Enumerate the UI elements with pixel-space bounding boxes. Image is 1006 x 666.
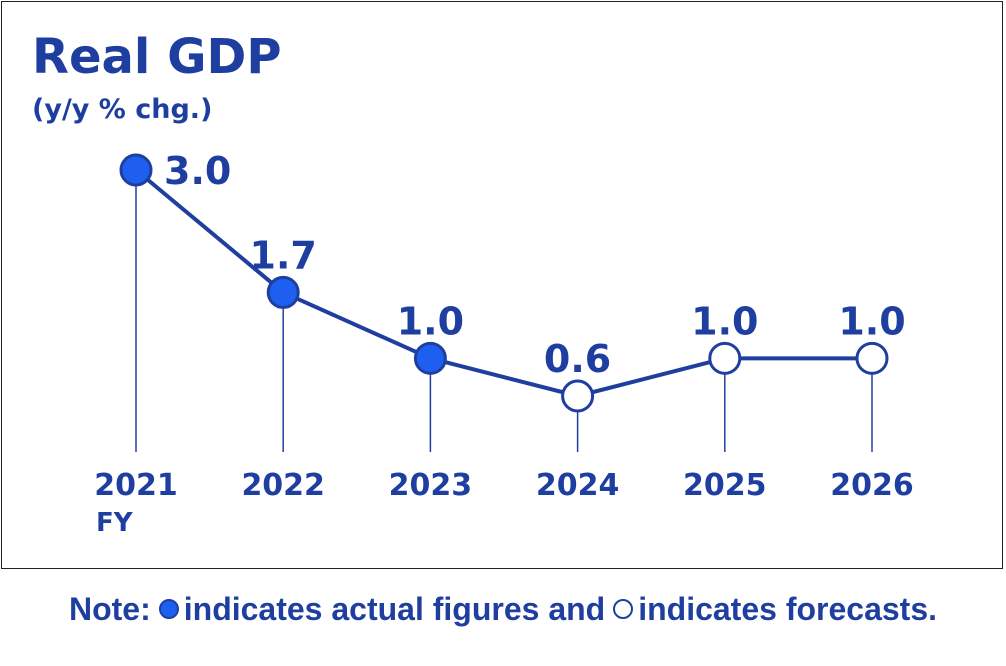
- note-forecast-text: indicates forecasts.: [638, 590, 937, 627]
- chart-subtitle: (y/y % chg.): [32, 94, 212, 125]
- x-tick-label: 2026: [830, 468, 914, 503]
- value-label: 3.0: [164, 149, 231, 193]
- forecast-point: [855, 341, 889, 375]
- x-tick-label: 2024: [536, 468, 620, 503]
- data-points: [119, 153, 889, 413]
- legend-note: Note: indicates actual figures and indic…: [0, 586, 1006, 632]
- chart-frame: [1, 1, 1003, 569]
- actual-marker-icon: [158, 599, 179, 619]
- line-chart: Real GDP (y/y % chg.) 3.0 1.7 1.0 0.6 1.0 1.0…: [32, 29, 914, 538]
- value-label: 1.0: [397, 299, 464, 343]
- x-tick-label: 2021: [94, 468, 178, 503]
- value-label: 0.6: [544, 337, 611, 381]
- actual-point: [266, 275, 300, 309]
- note-prefix: Note:: [68, 590, 151, 627]
- forecast-point: [561, 379, 595, 413]
- value-label: 1.7: [250, 233, 317, 277]
- x-tick-label: 2022: [241, 468, 325, 503]
- chart-title: Real GDP: [32, 29, 282, 85]
- value-label: 1.0: [838, 299, 905, 343]
- series-line: [134, 168, 872, 398]
- actual-point: [413, 341, 447, 375]
- x-tick-labels: 2021 2022 2023 2024 2025 2026: [94, 468, 914, 503]
- value-labels: 3.0 1.7 1.0 0.6 1.0 1.0: [164, 149, 906, 381]
- actual-point: [119, 153, 153, 187]
- value-label: 1.0: [691, 299, 758, 343]
- drop-lines: [135, 185, 873, 452]
- forecast-marker-icon: [613, 599, 634, 619]
- x-unit-label: FY: [96, 508, 134, 538]
- note-actual-text: indicates actual figures and: [183, 590, 606, 627]
- forecast-point: [708, 341, 742, 375]
- x-tick-label: 2025: [683, 468, 767, 503]
- x-tick-label: 2023: [389, 468, 473, 503]
